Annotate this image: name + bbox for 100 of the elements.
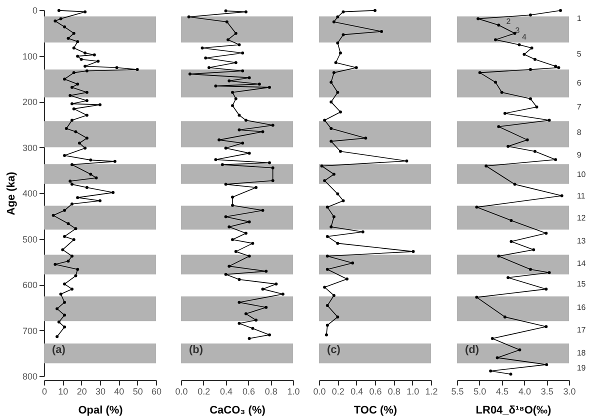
text: 1 — [576, 14, 582, 23]
text: 17 — [576, 326, 586, 335]
x-tick-label: 5.0 — [474, 386, 486, 396]
y-tick-label: 400 — [22, 188, 38, 198]
point — [342, 199, 345, 202]
x-tick-label: 0.4 — [350, 386, 364, 396]
point — [336, 242, 340, 245]
point — [533, 150, 536, 153]
text: 13 — [576, 236, 586, 246]
point — [506, 144, 510, 148]
point — [338, 110, 342, 114]
y-tick-label: 100 — [22, 51, 38, 62]
x-tick-label: 0.2 — [198, 386, 210, 396]
y-tick-label: 600 — [22, 280, 38, 290]
x-tick-label: 0.0 — [175, 386, 188, 396]
x-tick-label: 0.6 — [242, 386, 255, 396]
x-tick-label: 40 — [114, 386, 124, 396]
point — [330, 80, 333, 84]
point — [346, 278, 348, 281]
text: 6 — [576, 78, 582, 88]
point — [518, 43, 521, 46]
point — [494, 80, 498, 84]
y-tick-label: 700 — [22, 326, 38, 336]
point — [497, 24, 500, 27]
x-tick-label: 20 — [76, 386, 87, 396]
point — [351, 262, 354, 264]
text: 7 — [576, 102, 582, 112]
annotation: (d) — [465, 344, 480, 356]
point — [342, 33, 345, 36]
point — [545, 363, 548, 366]
point — [334, 61, 338, 64]
point — [496, 356, 499, 360]
text: 16 — [576, 302, 586, 312]
x-axis-title: TOC (%) — [354, 404, 398, 416]
point — [330, 100, 333, 104]
text: 8 — [576, 128, 582, 137]
point — [361, 230, 364, 234]
x-tick-label: 0.0 — [313, 386, 326, 396]
point — [528, 68, 532, 71]
point — [374, 8, 376, 12]
text: 18 — [576, 348, 586, 358]
annotation: (c) — [327, 344, 341, 356]
text: 12 — [576, 214, 586, 223]
annotation: (b) — [189, 344, 204, 356]
point — [320, 164, 324, 168]
text: 10 — [576, 170, 586, 180]
point — [557, 66, 560, 70]
x-tick-label: 0 — [42, 386, 48, 396]
y-axis-title: Age (ka) — [5, 171, 18, 216]
text: 5 — [576, 49, 582, 58]
point — [324, 333, 328, 336]
x-tick-label: 0.2 — [332, 386, 344, 396]
x-tick-label: 50 — [132, 386, 143, 396]
point — [503, 315, 506, 318]
point — [530, 46, 534, 50]
annotation: 4 — [522, 32, 527, 42]
x-tick-label: 0.8 — [264, 386, 278, 396]
x-tick-label: 4.5 — [496, 386, 509, 396]
point — [554, 64, 558, 68]
point — [554, 158, 558, 162]
point — [336, 41, 340, 44]
x-tick-label: 4.0 — [518, 386, 531, 396]
point — [338, 150, 342, 153]
point — [497, 125, 500, 128]
point — [332, 215, 336, 218]
y-tick-label: 0 — [32, 6, 38, 16]
text: 9 — [576, 150, 582, 160]
annotation: (a) — [52, 344, 66, 356]
point — [510, 240, 513, 243]
point — [544, 288, 548, 291]
x-tick-label: 60 — [151, 386, 162, 396]
point — [323, 286, 326, 289]
x-tick-label: 1.0 — [287, 386, 300, 396]
point — [548, 271, 551, 274]
text: 15 — [576, 280, 586, 288]
text: 19 — [576, 363, 586, 372]
x-tick-label: 0.4 — [220, 386, 233, 396]
point — [326, 304, 329, 308]
point — [475, 206, 478, 209]
x-tick-label: 5.5 — [451, 386, 464, 396]
point — [326, 324, 329, 327]
point — [336, 315, 340, 318]
point — [484, 164, 488, 168]
point — [332, 20, 336, 24]
point — [336, 90, 340, 94]
point — [364, 136, 368, 140]
point — [412, 250, 415, 254]
point — [518, 348, 522, 352]
point — [326, 268, 329, 271]
point — [323, 118, 326, 122]
x-tick-label: 3.0 — [563, 386, 576, 396]
point — [506, 276, 510, 280]
x-tick-label: 0.6 — [369, 386, 382, 396]
point — [380, 30, 384, 33]
point — [544, 232, 548, 235]
point — [478, 71, 482, 74]
text: 11 — [576, 192, 586, 201]
point — [548, 118, 551, 122]
x-tick-label: 10 — [58, 386, 68, 396]
point — [503, 112, 506, 115]
